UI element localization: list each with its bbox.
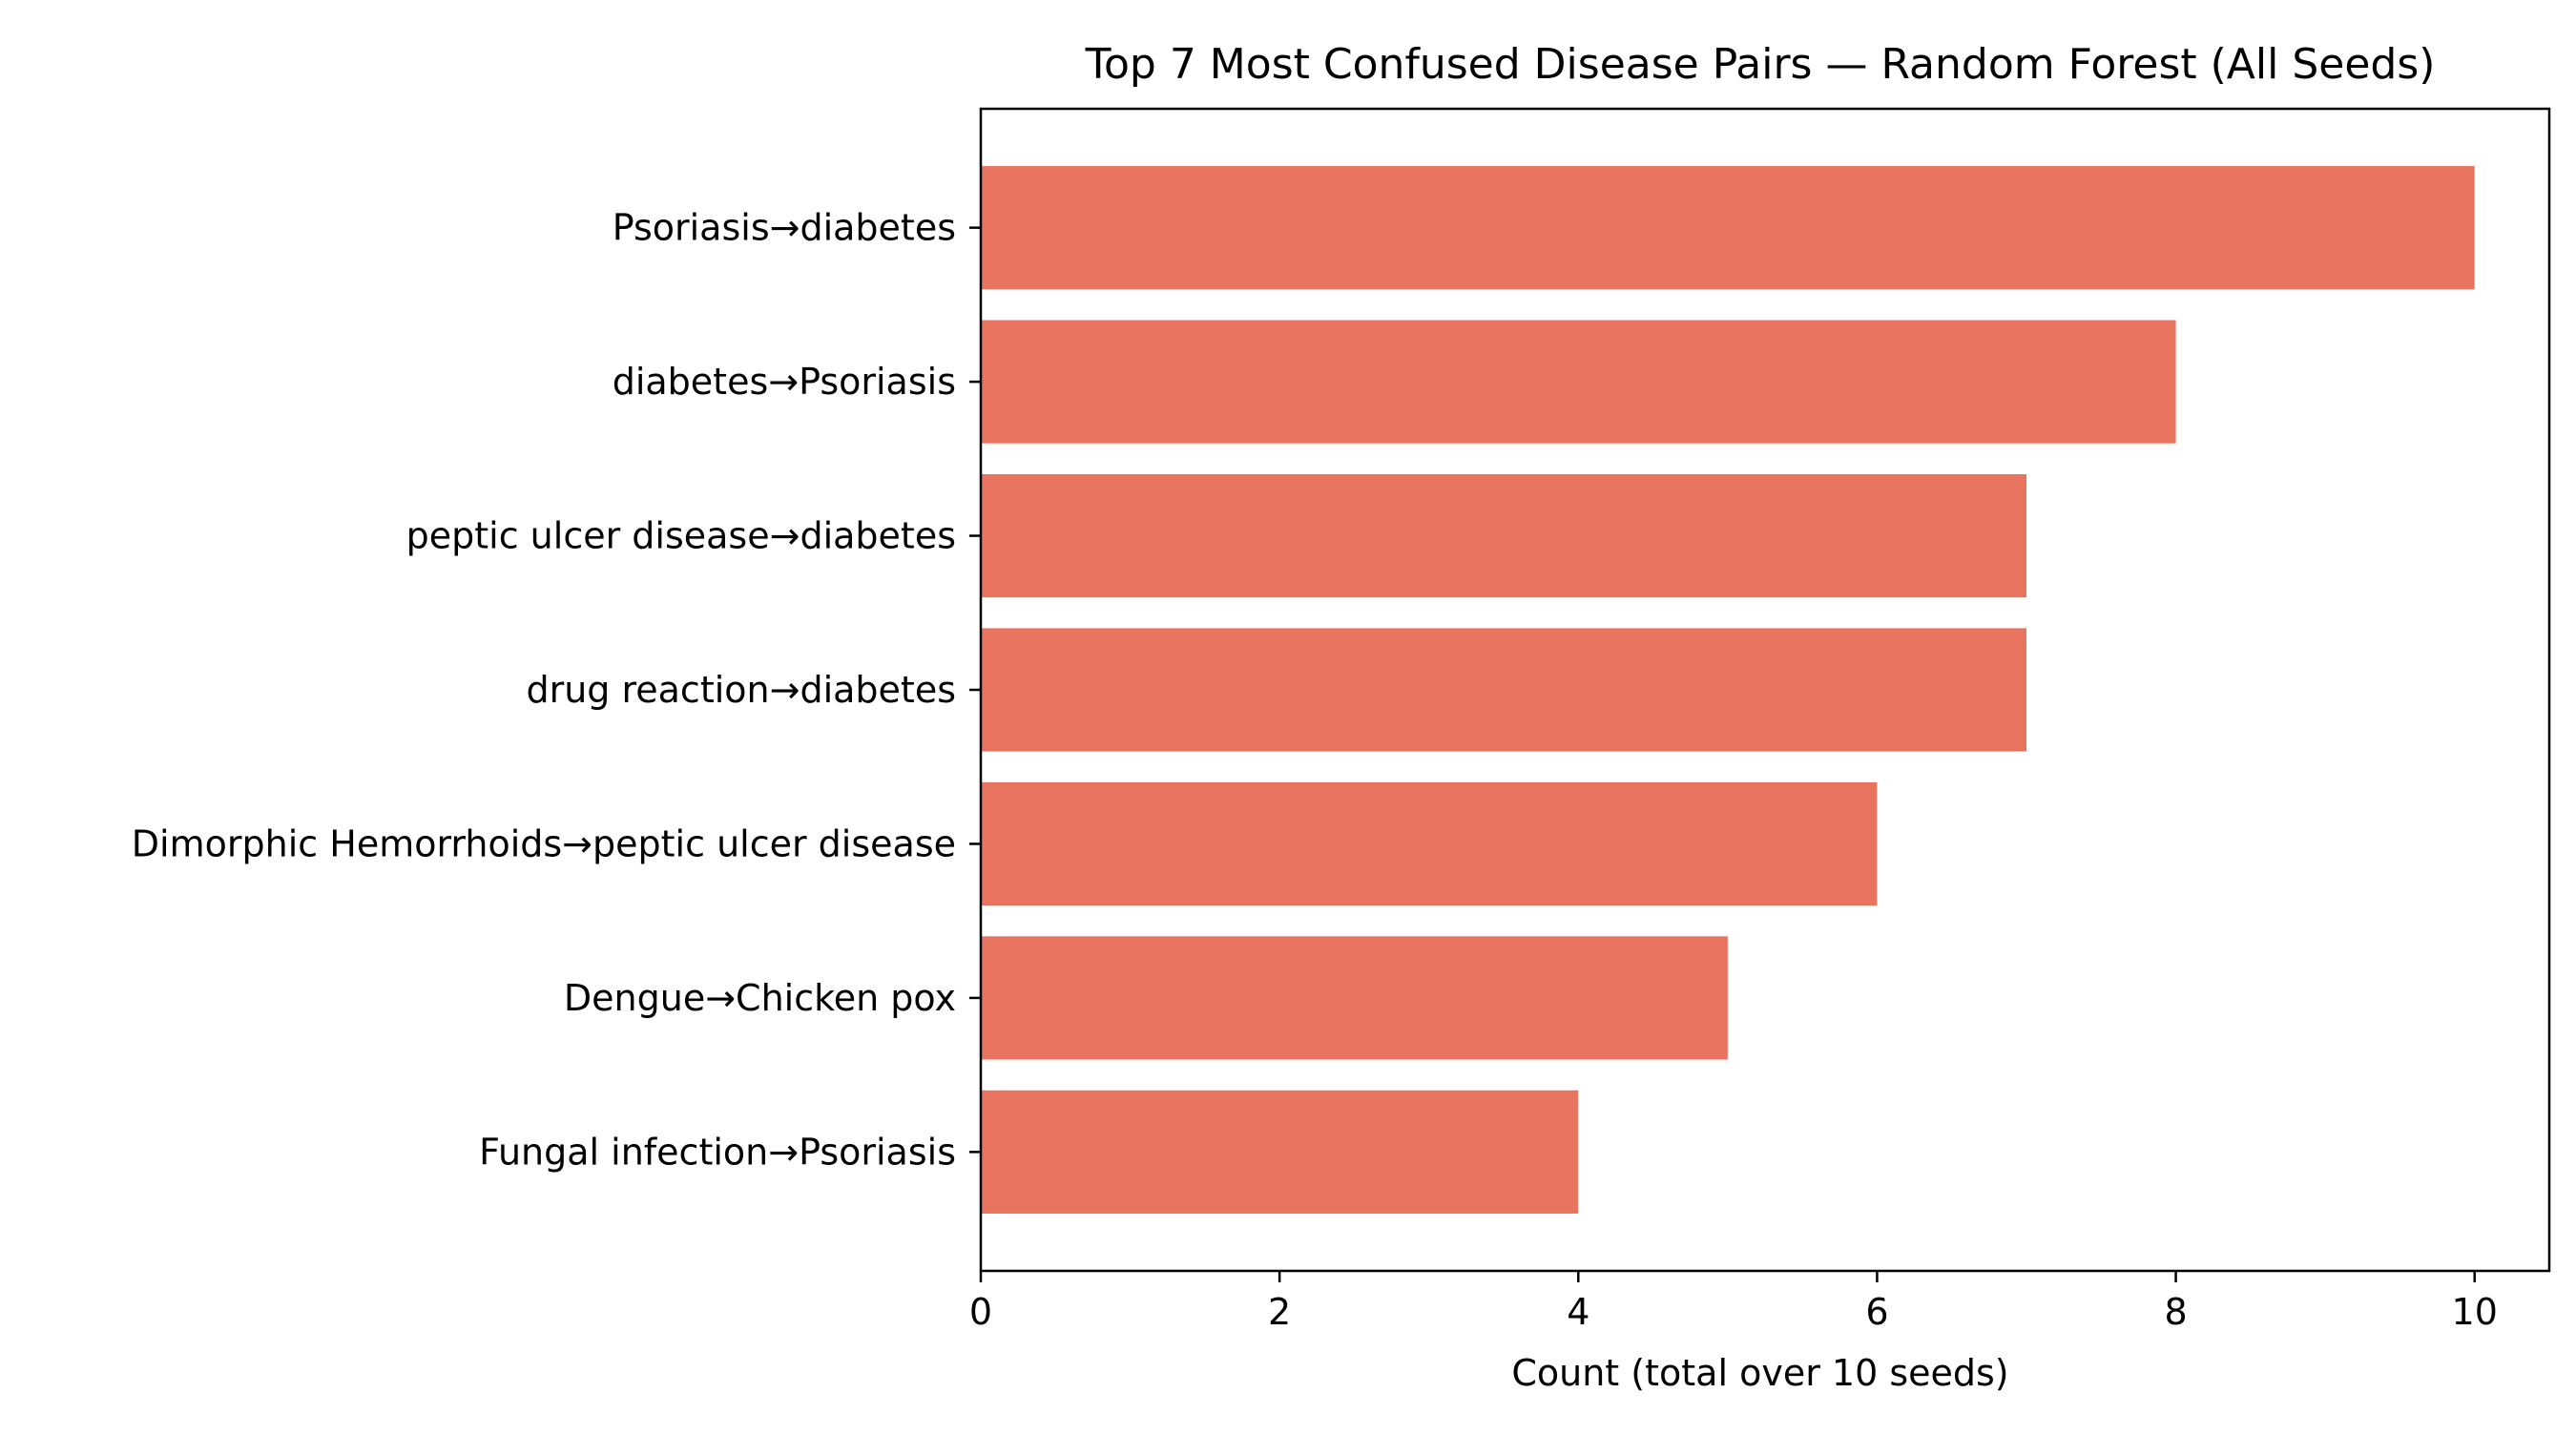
x-axis: 0 2 4 6 8 10 bbox=[969, 1271, 2498, 1333]
y-tick-label: diabetes→Psoriasis bbox=[613, 361, 956, 403]
y-tick-label: Dengue→Chicken pox bbox=[564, 977, 956, 1019]
x-tick-label: 4 bbox=[1567, 1291, 1589, 1333]
bar bbox=[981, 473, 2026, 598]
y-tick-label: peptic ulcer disease→diabetes bbox=[406, 515, 956, 557]
x-tick-label: 8 bbox=[2164, 1291, 2187, 1333]
chart-title: Top 7 Most Confused Disease Pairs — Rand… bbox=[1085, 40, 2436, 89]
bars-layer bbox=[981, 166, 2475, 1214]
bar bbox=[981, 166, 2475, 290]
y-axis: Psoriasis→diabetes diabetes→Psoriasis pept… bbox=[132, 207, 981, 1173]
x-tick-label: 10 bbox=[2452, 1291, 2498, 1333]
y-tick-label: drug reaction→diabetes bbox=[526, 669, 956, 711]
y-tick-label: Psoriasis→diabetes bbox=[613, 207, 956, 249]
x-tick-label: 0 bbox=[969, 1291, 992, 1333]
bar bbox=[981, 781, 1878, 906]
bar bbox=[981, 320, 2176, 444]
x-tick-label: 6 bbox=[1865, 1291, 1888, 1333]
y-tick-label: Fungal infection→Psoriasis bbox=[479, 1131, 956, 1173]
bar bbox=[981, 628, 2026, 752]
plot-frame bbox=[979, 107, 2551, 1273]
bar bbox=[981, 1090, 1579, 1214]
bar bbox=[981, 936, 1728, 1060]
x-tick-label: 2 bbox=[1268, 1291, 1291, 1333]
y-tick-label: Dimorphic Hemorrhoids→peptic ulcer disea… bbox=[132, 822, 956, 864]
x-axis-label: Count (total over 10 seeds) bbox=[1511, 1352, 2008, 1394]
